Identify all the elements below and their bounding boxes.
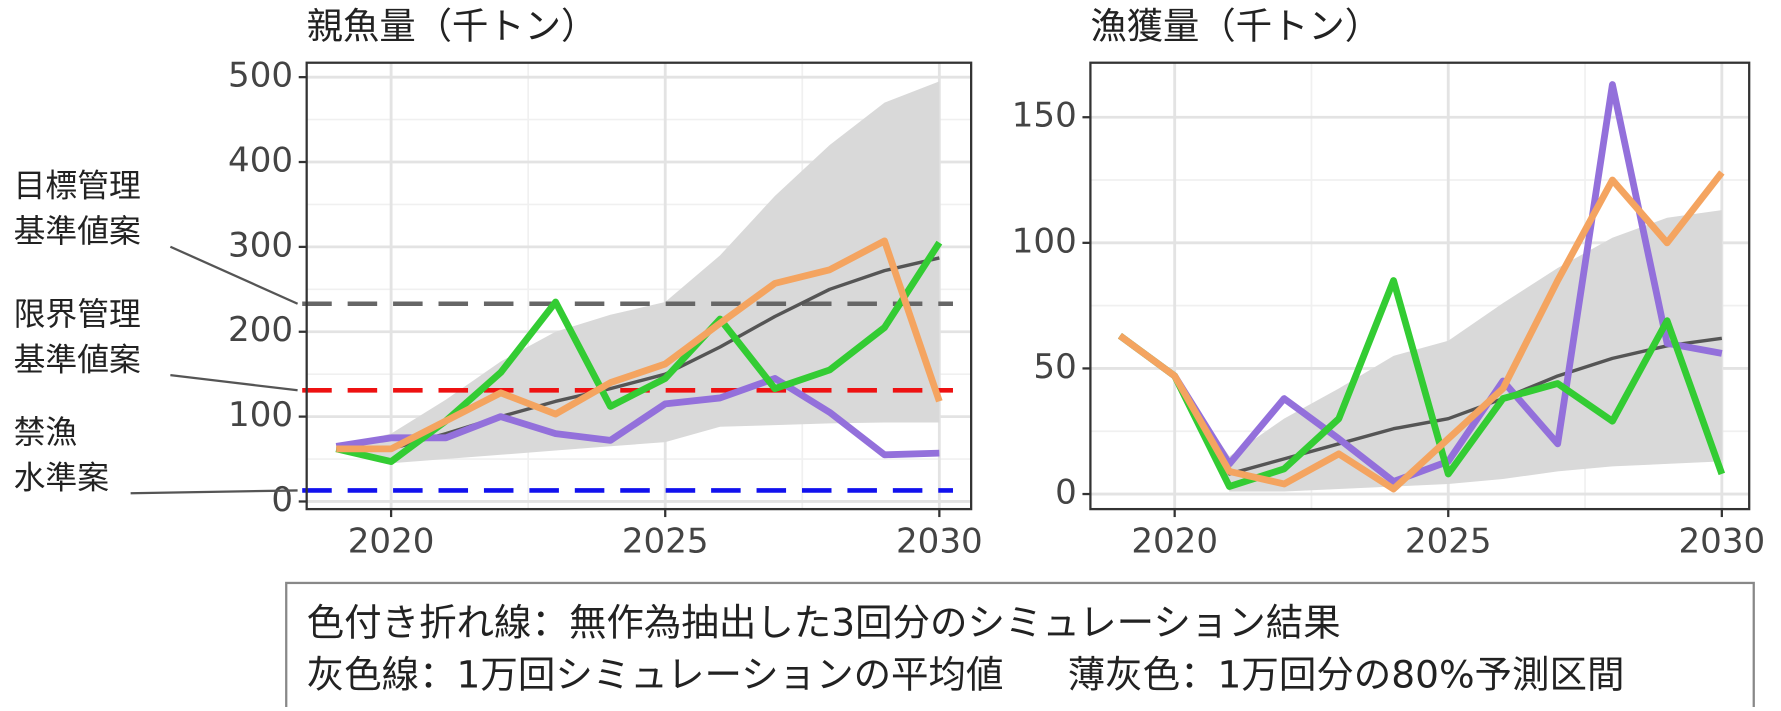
plot-border — [305, 61, 973, 511]
annotation: 基準値案 — [14, 213, 141, 250]
y-tick-label: 100 — [228, 395, 293, 435]
y-tick-label: 0 — [271, 480, 293, 520]
annotation: 禁漁 — [14, 414, 78, 451]
plot-border — [1089, 61, 1751, 511]
annotation: 水準案 — [14, 460, 109, 497]
y-tick-label: 0 — [1055, 473, 1077, 513]
y-tick-label: 200 — [228, 310, 293, 350]
annotation: 基準値案 — [14, 341, 141, 378]
y-tick-label: 150 — [1012, 96, 1077, 136]
series-line — [335, 375, 940, 459]
x-tick-label: 2030 — [1678, 522, 1765, 562]
annotation-connector — [169, 245, 299, 305]
y-tick-label: 300 — [228, 225, 293, 265]
x-tick-label: 2025 — [622, 522, 709, 562]
y-tick-label: 100 — [1012, 221, 1077, 261]
y-tick-label: 50 — [1033, 347, 1076, 387]
y-tick-label: 400 — [228, 141, 293, 181]
prediction-band — [336, 81, 940, 464]
x-tick-label: 2030 — [896, 522, 983, 562]
chart-title: 漁獲量（千トン） — [1090, 5, 1381, 48]
note-box — [285, 581, 1755, 711]
series-line — [1117, 277, 1726, 490]
x-tick-label: 2020 — [348, 522, 435, 562]
chart-title: 親魚量（千トン） — [307, 5, 598, 48]
annotation: 限界管理 — [14, 296, 141, 333]
annotation: 目標管理 — [14, 168, 141, 205]
note: 灰色線：1万回シミュレーションの平均値 — [307, 653, 1004, 697]
annotation-connector — [130, 489, 298, 495]
series-line — [1117, 170, 1725, 493]
x-tick-label: 2020 — [1131, 522, 1218, 562]
note: 薄灰色：1万回分の80%予測区間 — [1068, 653, 1625, 697]
annotation-connector — [170, 373, 298, 392]
series-line — [336, 237, 943, 453]
y-tick-label: 500 — [228, 56, 293, 96]
x-tick-label: 2025 — [1405, 522, 1492, 562]
prediction-band — [1119, 210, 1722, 492]
note: 色付き折れ線：無作為抽出した3回分のシミュレーション結果 — [307, 600, 1341, 644]
